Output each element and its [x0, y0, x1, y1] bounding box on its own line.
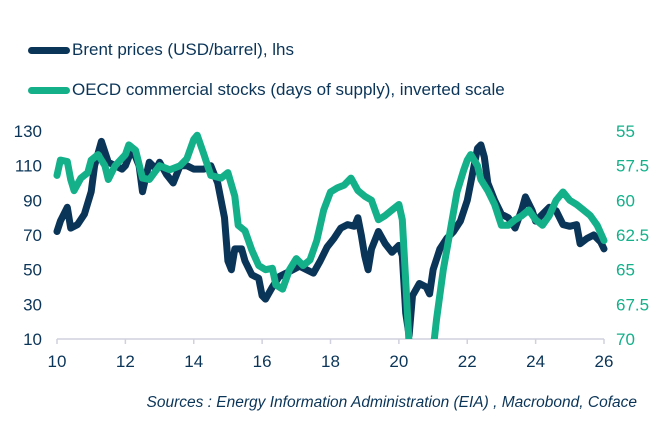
x-tick-label: 18	[321, 352, 340, 371]
y-right-tick-label: 57.5	[616, 157, 649, 176]
legend-item-stocks: OECD commercial stocks (days of supply),…	[28, 70, 505, 110]
y-right-tick-label: 60	[616, 191, 635, 210]
y-right-tick-label: 55	[616, 122, 635, 141]
y-right-tick-label: 62.5	[616, 226, 649, 245]
x-tick-label: 12	[116, 352, 135, 371]
series-line-stocks	[53, 131, 608, 339]
x-tick-label: 20	[389, 352, 408, 371]
x-tick-label: 16	[253, 352, 272, 371]
source-note: Sources : Energy Information Administrat…	[146, 394, 637, 411]
y-left-tick-label: 110	[15, 157, 42, 176]
y-right-tick-label: 65	[616, 261, 635, 280]
y-left-tick-label: 130	[14, 122, 42, 141]
legend-item-brent: Brent prices (USD/barrel), lhs	[28, 30, 505, 70]
legend: Brent prices (USD/barrel), lhs OECD comm…	[28, 30, 505, 110]
x-tick-label: 22	[458, 352, 477, 371]
y-right-tick-label: 70	[616, 330, 635, 349]
y-left-tick-label: 70	[23, 226, 42, 245]
legend-swatch-brent	[28, 46, 70, 54]
legend-swatch-stocks	[28, 86, 70, 94]
y-left-tick-label: 90	[23, 191, 42, 210]
series-line-brent	[53, 137, 608, 339]
x-tick-label: 26	[595, 352, 614, 371]
legend-label-brent: Brent prices (USD/barrel), lhs	[72, 40, 295, 59]
y-left-tick-label: 30	[23, 295, 42, 314]
x-tick-label: 24	[526, 352, 545, 371]
x-tick-label: 14	[184, 352, 203, 371]
x-tick-label: 10	[48, 352, 67, 371]
y-left-tick-label: 50	[23, 261, 42, 280]
y-right-tick-label: 67.5	[616, 295, 649, 314]
legend-label-stocks: OECD commercial stocks (days of supply),…	[72, 80, 505, 99]
y-left-tick-label: 10	[23, 330, 42, 349]
